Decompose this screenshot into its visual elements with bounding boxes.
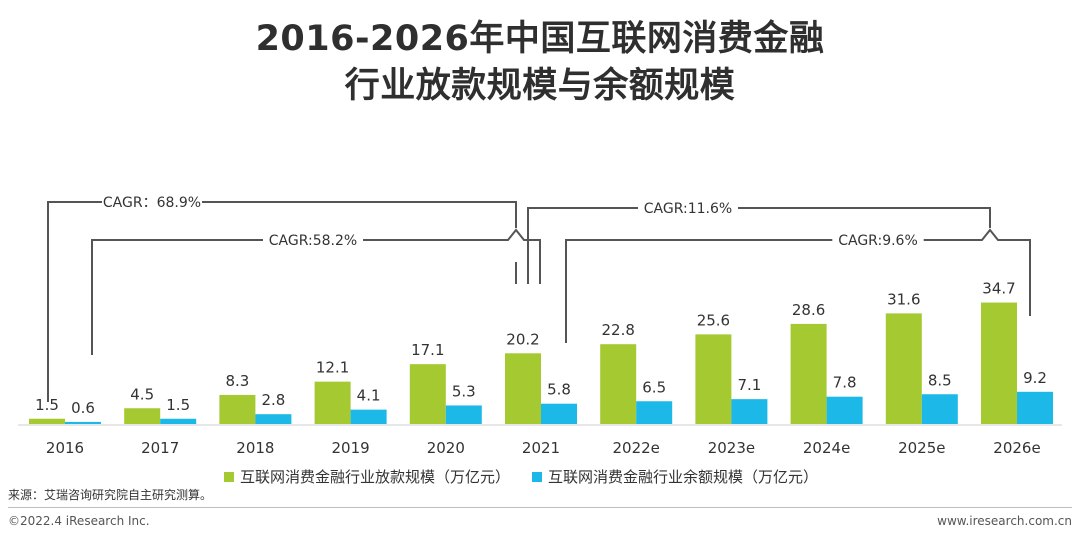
bar-balance-2016 [65, 421, 101, 424]
legend-swatch-balance [532, 471, 543, 482]
bar-balance-2017 [160, 418, 197, 424]
cagr-balance-2016-2021-label-bg [263, 228, 363, 252]
bar-loan-2022e [600, 344, 637, 424]
x-tick-label-2018: 2018 [236, 439, 274, 457]
data-label-balance-2025e: 8.5 [928, 371, 952, 389]
data-label-loan-2022e: 22.8 [601, 321, 634, 339]
data-label-balance-2021: 5.8 [547, 381, 571, 399]
bar-balance-2019 [350, 409, 387, 424]
data-label-balance-2016: 0.6 [71, 399, 95, 417]
labels-layer: 1.5 0.6 2016 4.5 1.5 2017 8.3 2.8 2018 12.1 4.1 201… [35, 280, 1047, 457]
legend-swatch-loan [224, 471, 234, 482]
data-label-balance-2022e: 6.5 [642, 378, 666, 396]
bar-loan-2019 [314, 381, 351, 424]
data-label-balance-2018: 2.8 [261, 391, 285, 409]
bar-balance-2020 [445, 405, 482, 424]
cagr-loan-2016-2021-label-bg [102, 190, 202, 214]
website: www.iresearch.com.cn [937, 514, 1072, 528]
cagr-balance-2021-2026-label-bg [832, 228, 924, 252]
source-note: 来源：艾瑞咨询研究院自主研究测算。 [8, 488, 213, 502]
bar-loan-2017 [124, 408, 161, 424]
data-label-balance-2026e: 9.2 [1023, 369, 1047, 387]
data-label-loan-2017: 4.5 [130, 385, 154, 403]
bar-loan-2024e [790, 323, 827, 424]
bar-loan-2016 [29, 418, 65, 424]
data-label-balance-2023e: 7.1 [737, 376, 761, 394]
data-label-balance-2020: 5.3 [452, 382, 476, 400]
bar-loan-2018 [219, 394, 256, 424]
title-line-1: 2016-2026年中国互联网消费金融 [255, 19, 825, 59]
cagr-loan-2021-2026-label: CAGR:11.6% [644, 201, 732, 217]
bar-balance-2021 [541, 403, 577, 424]
data-label-balance-2019: 4.1 [357, 387, 381, 405]
legend-label-balance: 互联网消费金融行业余额规模（万亿元） [548, 468, 819, 486]
copyright: ©2022.4 iResearch Inc. [8, 514, 150, 528]
x-tick-label-2016: 2016 [46, 439, 84, 457]
chart-title: 2016-2026年中国互联网消费金融 行业放款规模与余额规模 [0, 16, 1080, 110]
data-label-loan-2018: 8.3 [225, 372, 249, 390]
bar-balance-2018 [255, 414, 292, 424]
bar-balance-2026e [1017, 391, 1053, 424]
x-tick-label-2025e: 2025e [898, 439, 945, 457]
data-label-loan-2025e: 31.6 [887, 290, 920, 308]
data-label-balance-2024e: 7.8 [833, 374, 857, 392]
bars-layer [29, 302, 1053, 424]
x-tick-label-2022e: 2022e [612, 439, 659, 457]
bar-loan-2023e [695, 334, 732, 424]
cagr-brackets: CAGR：68.9% CAGR:58.2% CAGR:11.6% CAGR:9.6% [47, 190, 1031, 402]
data-label-loan-2019: 12.1 [316, 359, 349, 377]
x-tick-label-2021: 2021 [522, 439, 560, 457]
cagr-balance-2016-2021-label: CAGR:58.2% [269, 233, 357, 249]
x-tick-label-2024e: 2024e [803, 439, 850, 457]
legend-item-balance: 互联网消费金融行业余额规模（万亿元） [532, 466, 818, 487]
x-tick-label-2026e: 2026e [993, 439, 1040, 457]
x-tick-label-2023e: 2023e [708, 439, 755, 457]
bar-loan-2026e [981, 302, 1017, 424]
legend: 互联网消费金融行业放款规模（万亿元） 互联网消费金融行业余额规模（万亿元） [224, 466, 840, 487]
data-label-loan-2016: 1.5 [35, 396, 59, 414]
bar-balance-2025e [921, 394, 958, 424]
bar-loan-2025e [885, 313, 922, 424]
bar-balance-2022e [636, 401, 673, 424]
cagr-balance-2021-2026-label: CAGR:9.6% [838, 233, 918, 249]
cagr-balance-2021-2026-line [565, 228, 1031, 343]
data-label-loan-2020: 17.1 [411, 341, 444, 359]
cagr-loan-2021-2026-line [527, 207, 991, 262]
data-label-loan-2026e: 34.7 [982, 280, 1015, 298]
x-tick-label-2019: 2019 [332, 439, 370, 457]
data-label-loan-2024e: 28.6 [792, 301, 825, 319]
cagr-loan-2016-2021-line [47, 201, 517, 402]
bar-balance-2024e [826, 396, 863, 424]
cagr-balance-2016-2021-line [91, 228, 541, 355]
footer-divider [8, 507, 1072, 508]
cagr-loan-2021-2026-label-bg [638, 196, 738, 220]
title-line-2: 行业放款规模与余额规模 [344, 66, 736, 106]
x-tick-label-2020: 2020 [427, 439, 465, 457]
x-tick-label-2017: 2017 [141, 439, 179, 457]
bar-loan-2020 [409, 364, 446, 424]
bar-balance-2023e [731, 399, 768, 424]
data-label-balance-2017: 1.5 [166, 396, 190, 414]
legend-label-loan: 互联网消费金融行业放款规模（万亿元） [240, 468, 511, 486]
data-label-loan-2023e: 25.6 [697, 311, 730, 329]
bar-loan-2021 [505, 353, 541, 424]
data-label-loan-2021: 20.2 [506, 330, 539, 348]
legend-item-loan: 互联网消费金融行业放款规模（万亿元） [224, 466, 510, 487]
cagr-loan-2016-2021-label: CAGR：68.9% [103, 195, 201, 211]
